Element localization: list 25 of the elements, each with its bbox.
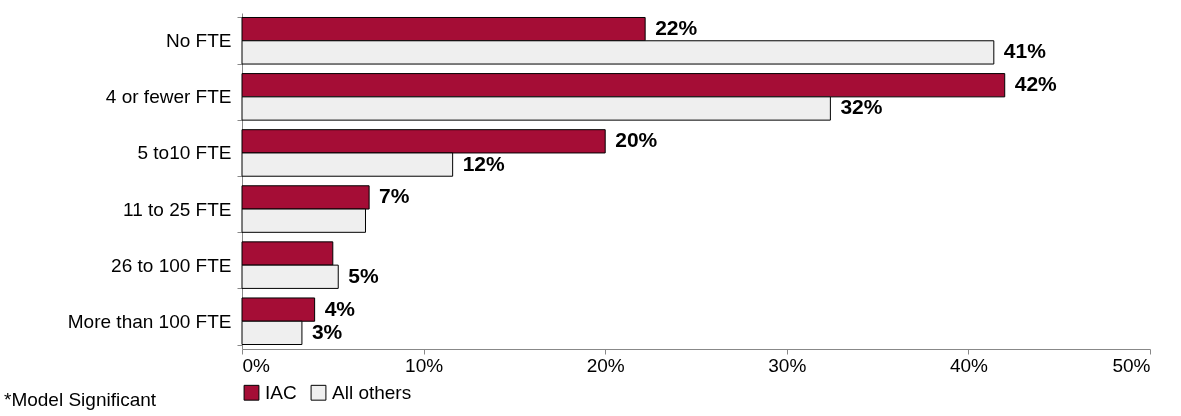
x-tick-label: 50% [1112,354,1151,376]
data-label: 4% [324,296,356,320]
data-label: 20% [615,128,658,152]
data-label: 5% [348,263,379,287]
data-label: 3% [311,319,343,343]
y-tick-label: 11 to 25 FTE [123,198,232,220]
y-tick-label: 5 to10 FTE [137,142,232,164]
x-tick-label: 20% [586,354,625,376]
legend-label: All others [332,381,412,403]
legend-label: IAC [265,381,297,403]
text: *Model Significant [4,389,157,411]
data-label: 41% [1003,39,1047,63]
data-label: 12% [462,151,506,175]
data-label: 22% [655,16,698,40]
data-label: 7% [379,184,410,208]
y-tick-label: No FTE [166,30,232,52]
data-label: 32% [840,95,883,119]
x-tick-label: 40% [949,354,989,376]
y-tick-label: More than 100 FTE [67,310,232,332]
y-tick-label: 4 or fewer FTE [105,86,232,108]
x-tick-label: 30% [768,354,807,376]
x-tick-label: 10% [405,354,444,376]
y-tick-label: 26 to 100 FTE [111,254,232,276]
x-tick-label: 0% [242,354,271,376]
data-label: 42% [1014,72,1058,96]
